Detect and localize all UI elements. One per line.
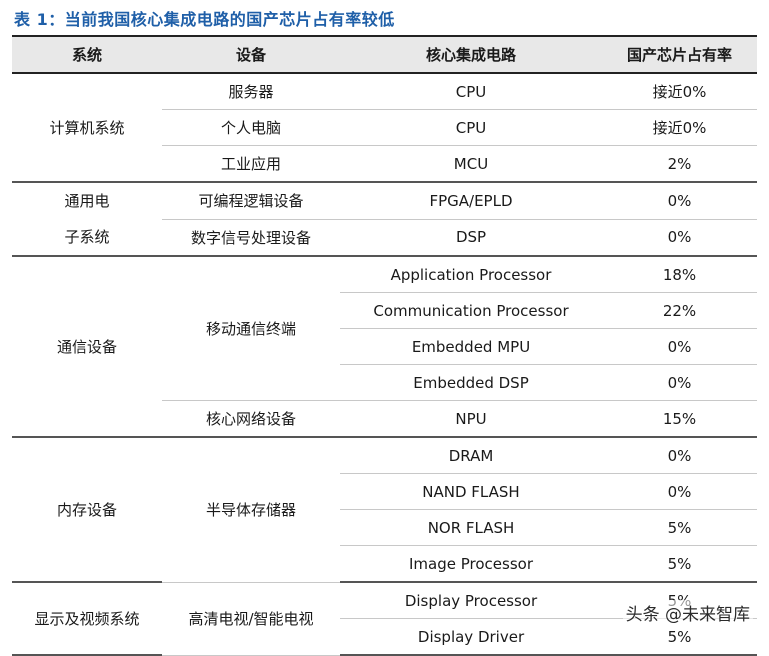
- system-cell: 通信设备: [12, 256, 162, 438]
- rate-cell: 18%: [602, 256, 757, 293]
- chip-cell: CPU: [340, 109, 602, 146]
- chip-cell: NAND FLASH: [340, 473, 602, 510]
- chip-cell: Communication Processor: [340, 292, 602, 329]
- table-row: 工业应用 MCU 2%: [12, 145, 757, 183]
- table-row: 通信设备 移动通信终端 Application Processor 18%: [12, 256, 757, 438]
- table-row: 通用电 子系统 可编程逻辑设备 FPGA/EPLD 0%: [12, 182, 757, 257]
- table-row: NAND FLASH 0%: [12, 473, 757, 510]
- chip-cell: DRAM: [340, 437, 602, 474]
- table-body: 计算机系统 服务器 CPU 接近0% 个人电脑 CPU 接近0% 工业应用 MCU 2% 通用电 子…: [12, 73, 757, 656]
- system-cell: 计算机系统: [12, 73, 162, 183]
- table-row: Image Processor 5%: [12, 545, 757, 583]
- table-caption: 表 1：当前我国核心集成电路的国产芯片占有率较低: [14, 10, 395, 29]
- rate-cell: 0%: [602, 473, 757, 510]
- chip-cell: Display Processor: [340, 582, 602, 619]
- table-row: 数字信号处理设备 DSP 0%: [12, 219, 757, 257]
- table-row: 个人电脑 CPU 接近0%: [12, 109, 757, 146]
- chip-cell: Image Processor: [340, 545, 602, 583]
- chip-cell: NOR FLASH: [340, 509, 602, 546]
- table-row: Communication Processor 22%: [12, 292, 757, 329]
- chip-cell: Embedded MPU: [340, 328, 602, 365]
- rate-cell: 5%: [602, 509, 757, 546]
- rate-cell: 接近0%: [602, 73, 757, 110]
- header-chip: 核心集成电路: [340, 35, 602, 74]
- rate-cell: 0%: [602, 364, 757, 401]
- rate-cell: 5%: [602, 545, 757, 583]
- rate-cell: 0%: [602, 182, 757, 220]
- header-rate: 国产芯片占有率: [602, 35, 757, 74]
- table-row: Embedded MPU 0%: [12, 328, 757, 365]
- rate-cell: 22%: [602, 292, 757, 329]
- chip-cell: CPU: [340, 73, 602, 110]
- header-system: 系统: [12, 35, 162, 74]
- table-row: 计算机系统 服务器 CPU 接近0%: [12, 73, 757, 183]
- rate-cell: 0%: [602, 328, 757, 365]
- device-cell: 可编程逻辑设备: [162, 182, 340, 220]
- rate-cell: 0%: [602, 437, 757, 474]
- chip-cell: FPGA/EPLD: [340, 182, 602, 220]
- device-cell: 高清电视/智能电视: [162, 582, 340, 656]
- table-row: NOR FLASH 5%: [12, 509, 757, 546]
- device-cell: 服务器: [162, 73, 340, 110]
- watermark: 头条 @未来智库: [622, 600, 753, 625]
- rate-cell: 2%: [602, 145, 757, 183]
- chip-cell: Embedded DSP: [340, 364, 602, 401]
- rate-cell: 15%: [602, 400, 757, 438]
- rate-cell: 0%: [602, 219, 757, 257]
- device-cell: 半导体存储器: [162, 437, 340, 583]
- system-cell: 内存设备: [12, 437, 162, 583]
- chip-cell: MCU: [340, 145, 602, 183]
- device-cell: 个人电脑: [162, 109, 340, 146]
- header-device: 设备: [162, 35, 340, 74]
- device-cell: 数字信号处理设备: [162, 219, 340, 257]
- device-cell: 核心网络设备: [162, 400, 340, 438]
- table-row: 内存设备 半导体存储器 DRAM 0%: [12, 437, 757, 583]
- chip-cell: DSP: [340, 219, 602, 257]
- device-cell: 工业应用: [162, 145, 340, 183]
- chip-cell: Display Driver: [340, 618, 602, 656]
- table-row: Embedded DSP 0%: [12, 364, 757, 401]
- chip-cell: Application Processor: [340, 256, 602, 293]
- chip-share-table: 系统 设备 核心集成电路 国产芯片占有率 计算机系统 服务器 CPU 接近0% 个人电脑…: [12, 35, 757, 656]
- system-cell: 显示及视频系统: [12, 582, 162, 656]
- header-row: 系统 设备 核心集成电路 国产芯片占有率: [12, 35, 757, 74]
- device-cell: 移动通信终端: [162, 256, 340, 401]
- chip-cell: NPU: [340, 400, 602, 438]
- rate-cell: 接近0%: [602, 109, 757, 146]
- table-row: 核心网络设备 NPU 15%: [12, 400, 757, 438]
- system-cell: 通用电 子系统: [12, 182, 162, 257]
